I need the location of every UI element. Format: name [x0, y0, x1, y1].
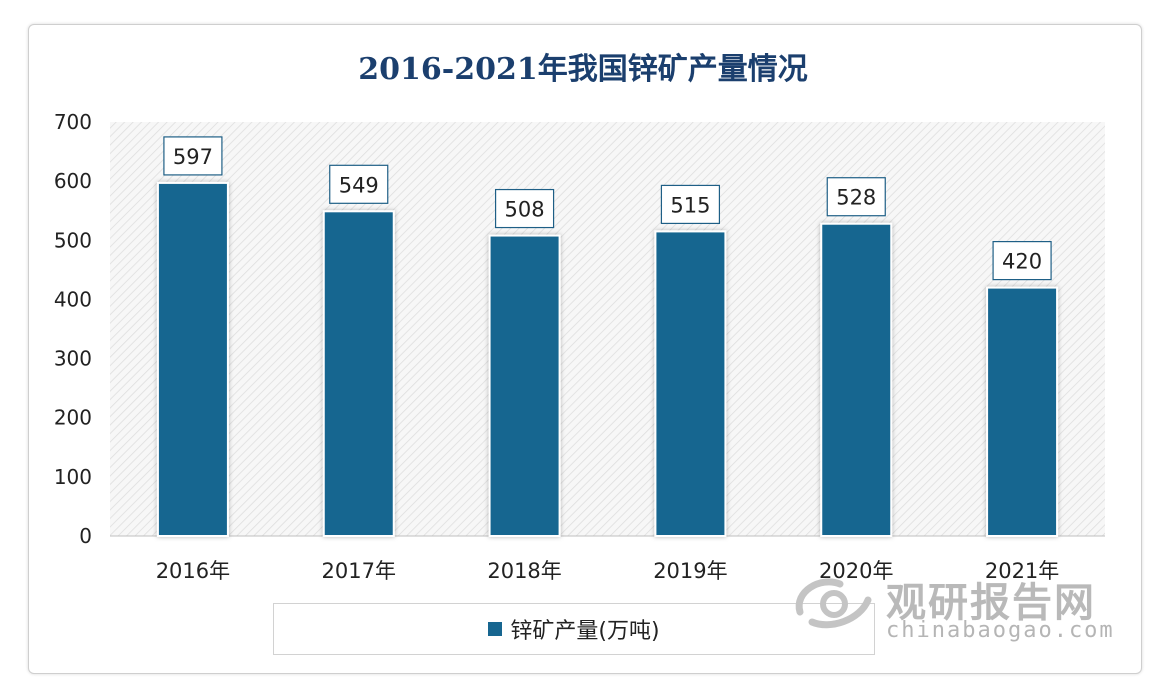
data-label-box [992, 241, 1052, 281]
chart-title: 2016-2021年我国锌矿产量情况 [358, 52, 808, 87]
y-tick-label: 0 [79, 524, 92, 548]
y-tick-label: 600 [54, 169, 92, 193]
bar [156, 181, 229, 537]
data-label-box [163, 136, 223, 176]
data-label: 508 [505, 198, 545, 222]
data-label: 528 [836, 186, 876, 210]
legend-label: 锌矿产量(万吨) [510, 619, 660, 644]
bar [488, 234, 561, 537]
y-tick-label: 500 [54, 228, 92, 252]
data-label: 597 [173, 145, 213, 169]
x-tick-label: 2019年 [653, 559, 727, 583]
legend-swatch [488, 622, 503, 636]
data-label: 420 [1002, 250, 1042, 274]
bar [322, 210, 395, 537]
bar [986, 286, 1059, 537]
watermark: 观研报告网 chinabaogao.com [790, 570, 1120, 650]
data-label-box [660, 184, 721, 225]
y-tick-label: 300 [54, 347, 92, 371]
x-tick-label: 2017年 [322, 559, 396, 583]
data-label-box [826, 177, 886, 217]
x-tick-label: 2021年 [985, 559, 1059, 583]
data-label-box [494, 188, 555, 229]
data-label: 515 [670, 193, 710, 217]
watermark-logo-icon [795, 578, 872, 629]
y-tick-label: 200 [54, 406, 92, 430]
bar [654, 230, 727, 538]
data-label-box [329, 164, 389, 204]
y-tick-label: 700 [54, 110, 92, 134]
x-tick-label: 2016年 [156, 559, 230, 583]
data-label: 549 [339, 173, 379, 197]
x-tick-label: 2018年 [487, 559, 561, 583]
y-tick-label: 400 [54, 287, 92, 311]
watermark-url: chinabaogao.com [886, 618, 1115, 643]
bar [820, 222, 893, 537]
legend: 锌矿产量(万吨) [273, 603, 875, 655]
watermark-name: 观研报告网 [886, 580, 1096, 626]
plot-area-background [110, 122, 1105, 536]
y-tick-label: 100 [54, 465, 92, 489]
